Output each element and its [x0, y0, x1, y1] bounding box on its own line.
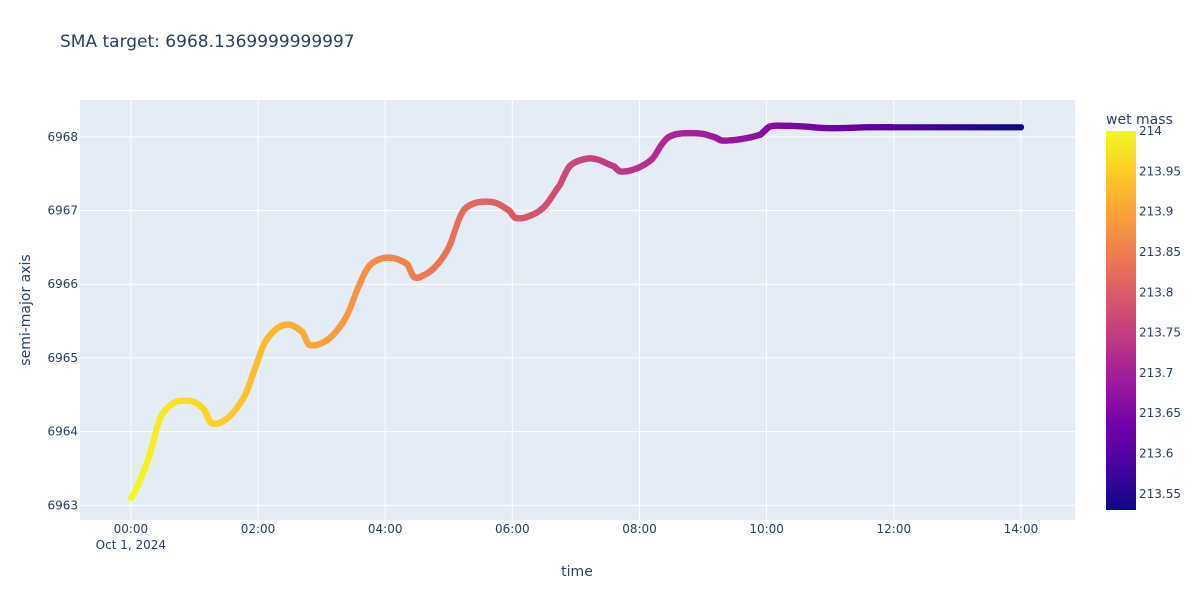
y-axis-title: semi-major axis — [18, 254, 34, 365]
trace-point[interactable] — [1017, 124, 1025, 131]
y-tick-label: 6966 — [47, 277, 78, 291]
colorbar-tick-label: 213.75 — [1139, 326, 1181, 340]
colorbar-tick-label: 213.95 — [1139, 164, 1181, 178]
y-tick-label: 6965 — [47, 351, 78, 365]
colorbar-tick-label: 213.85 — [1139, 245, 1181, 259]
chart-title: SMA target: 6968.1369999999997 — [60, 32, 355, 52]
x-axis-title: time — [561, 564, 593, 580]
y-tick-label: 6967 — [47, 204, 78, 218]
y-tick-label: 6968 — [47, 130, 78, 144]
colorbar-tick-label: 214 — [1139, 124, 1162, 138]
colorbar-tick-label: 213.9 — [1139, 205, 1173, 219]
y-tick-label: 6964 — [47, 425, 78, 439]
colorbar-tick-label: 213.8 — [1139, 285, 1173, 299]
sma-trace[interactable] — [127, 122, 1025, 502]
x-tick-label: 00:00 — [114, 522, 149, 536]
plot-area — [80, 100, 1075, 520]
x-tick-label: 10:00 — [749, 522, 784, 536]
x-tick-date-label: Oct 1, 2024 — [96, 538, 166, 552]
colorbar-bar — [1106, 131, 1136, 510]
colorbar-tick-label: 213.6 — [1139, 447, 1173, 461]
y-axis-ticks: 6963 6964 6965 6966 6967 6968 — [47, 130, 78, 512]
y-tick-label: 6963 — [47, 498, 78, 512]
colorbar-tick-label: 213.7 — [1139, 366, 1173, 380]
colorbar-tick-label: 213.55 — [1139, 487, 1181, 501]
x-tick-label: 08:00 — [622, 522, 657, 536]
x-tick-label: 06:00 — [495, 522, 530, 536]
colorbar-ticks: 214 213.95 213.9 213.85 213.8 213.75 213.7 213.… — [1139, 124, 1181, 501]
colorbar-tick-label: 213.65 — [1139, 406, 1181, 420]
x-tick-label: 12:00 — [877, 522, 912, 536]
x-tick-label: 02:00 — [241, 522, 276, 536]
x-tick-label: 14:00 — [1004, 522, 1039, 536]
colorbar: wet mass 214 213.95 213.9 213.85 213.8 213.75… — [1106, 112, 1181, 510]
colorbar-title: wet mass — [1106, 112, 1173, 128]
x-tick-label: 04:00 — [368, 522, 403, 536]
x-axis-ticks: 00:00 02:00 04:00 06:00 08:00 10:00 12:00 14:00… — [96, 522, 1039, 552]
gridlines — [80, 100, 1075, 520]
